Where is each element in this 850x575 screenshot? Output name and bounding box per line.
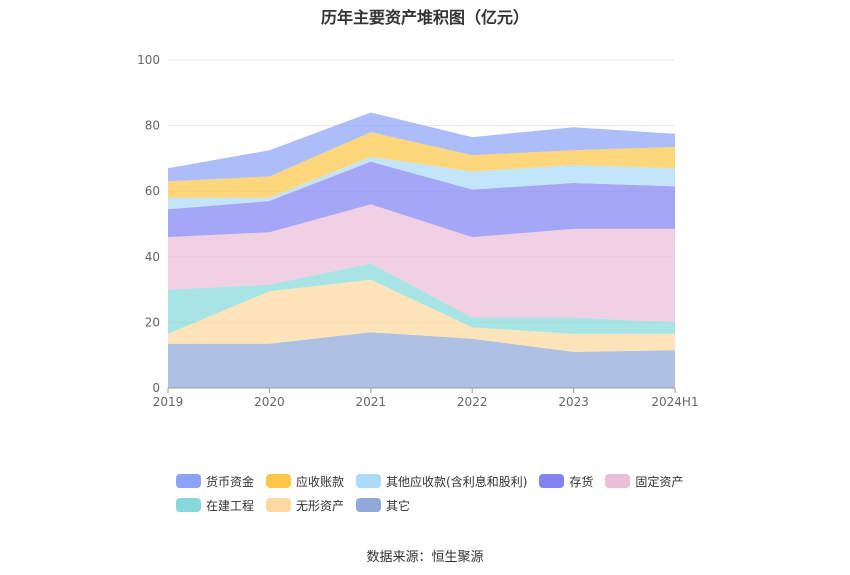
legend-swatch	[176, 474, 201, 488]
legend-label: 其它	[386, 498, 411, 513]
y-tick-label: 0	[152, 381, 160, 395]
legend-swatch	[176, 498, 201, 512]
legend-swatch	[356, 474, 382, 488]
chart-title: 历年主要资产堆积图（亿元）	[320, 8, 529, 27]
area-series-存货	[168, 161, 675, 238]
chart-legend: 货币资金 应收账款 其他应收款(含利息和股利) 存货 固定资产在建工程 无形资产 其它	[176, 472, 696, 514]
y-tick-label: 80	[145, 119, 160, 133]
area-series-固定资产	[168, 204, 675, 323]
area-series-应收账款	[168, 132, 675, 198]
x-tick-label: 2020	[254, 395, 285, 409]
legend-label: 货币资金	[206, 474, 255, 489]
legend-swatch	[356, 498, 382, 512]
legend-item[interactable]: 其他应收款(含利息和股利)	[356, 472, 527, 490]
legend-label: 在建工程	[206, 498, 255, 513]
legend-item[interactable]: 在建工程	[176, 496, 254, 514]
legend-label: 其他应收款(含利息和股利)	[386, 474, 528, 489]
area-series	[168, 112, 675, 388]
legend-swatch	[266, 498, 292, 512]
x-tick-label: 2022	[457, 395, 488, 409]
legend-item[interactable]: 无形资产	[266, 496, 344, 514]
y-tick-label: 100	[137, 53, 160, 67]
y-tick-label: 20	[145, 315, 160, 329]
area-series-货币资金	[168, 112, 675, 182]
legend-swatch	[605, 474, 631, 488]
y-tick-label: 40	[145, 250, 160, 264]
axes: 0 20 40 60 80 100 2019 2020 2021 2022 2023 2024H1	[137, 53, 699, 409]
legend-item[interactable]: 货币资金	[176, 472, 254, 490]
legend-label: 存货	[569, 474, 594, 489]
legend-item[interactable]: 固定资产	[605, 472, 683, 490]
area-series-其它	[168, 332, 675, 388]
data-source: 数据来源：恒生聚源	[366, 550, 484, 565]
area-series-其他应收款(含利息和股利)	[168, 156, 675, 210]
legend-swatch	[266, 474, 292, 488]
legend-label: 固定资产	[635, 474, 684, 489]
y-tick-label: 60	[145, 184, 160, 198]
x-tick-label: 2021	[356, 395, 387, 409]
legend-label: 无形资产	[296, 498, 345, 513]
legend-item[interactable]: 存货	[539, 472, 593, 490]
legend-item[interactable]: 其它	[356, 496, 410, 514]
legend-item[interactable]: 应收账款	[266, 472, 344, 490]
legend-label: 应收账款	[296, 474, 345, 489]
x-tick-label: 2023	[558, 395, 589, 409]
x-tick-label: 2019	[153, 395, 184, 409]
stacked-area-chart: 0 20 40 60 80 100 2019 2020 2021 2022 2023 2024H1	[137, 53, 699, 409]
area-series-无形资产	[168, 279, 675, 352]
legend-swatch	[539, 474, 565, 488]
area-series-在建工程	[168, 263, 675, 334]
x-tick-label: 2024H1	[651, 395, 698, 409]
